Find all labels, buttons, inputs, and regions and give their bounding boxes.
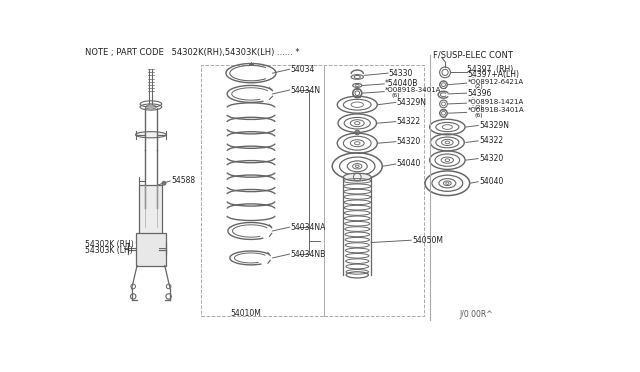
Text: 54329N: 54329N: [397, 98, 426, 107]
Text: 54040: 54040: [397, 160, 421, 169]
Text: 54322: 54322: [479, 137, 503, 145]
Text: 54034N: 54034N: [291, 86, 321, 94]
Text: *Ô08918-1421A: *Ô08918-1421A: [467, 98, 524, 105]
Text: F/SUSP-ELEC CONT: F/SUSP-ELEC CONT: [433, 51, 513, 60]
Text: *Ô08912-6421A: *Ô08912-6421A: [467, 78, 524, 85]
Circle shape: [162, 181, 166, 185]
Text: 54588: 54588: [171, 176, 195, 185]
Circle shape: [355, 130, 360, 135]
Text: 54302K (RH): 54302K (RH): [84, 240, 133, 249]
Text: NOTE ; PART CODE   54302K(RH),54303K(LH) ...... *: NOTE ; PART CODE 54302K(RH),54303K(LH) .…: [84, 48, 300, 57]
Ellipse shape: [344, 173, 371, 181]
Text: 54303K (LH): 54303K (LH): [84, 247, 132, 256]
Text: 54397  (RH): 54397 (RH): [467, 65, 514, 74]
Bar: [201, 65, 324, 316]
Ellipse shape: [136, 132, 166, 138]
Bar: [324, 65, 424, 316]
Text: 54320: 54320: [479, 154, 503, 163]
Text: 54397+A(LH): 54397+A(LH): [467, 70, 520, 79]
Text: *Ô0891B-3401A: *Ô0891B-3401A: [467, 107, 524, 113]
Text: 54034NA: 54034NA: [291, 222, 326, 232]
Text: 54396: 54396: [467, 89, 492, 97]
Text: *Ô08918-3401A: *Ô08918-3401A: [385, 87, 442, 93]
Text: 54050M: 54050M: [412, 236, 443, 245]
Text: 54320: 54320: [397, 137, 420, 146]
Text: (2): (2): [474, 84, 483, 90]
Text: 54330: 54330: [389, 68, 413, 78]
Bar: [136, 233, 166, 266]
Text: (2): (2): [474, 105, 483, 109]
Text: (6): (6): [391, 93, 400, 98]
Text: 54329N: 54329N: [479, 121, 509, 130]
Text: 54040: 54040: [479, 177, 503, 186]
Text: *54040B: *54040B: [385, 79, 419, 89]
Text: 54034NB: 54034NB: [291, 250, 326, 259]
Text: 54010M: 54010M: [230, 309, 261, 318]
Text: 54034: 54034: [291, 65, 315, 74]
Text: 54322: 54322: [397, 117, 420, 126]
Text: (6): (6): [474, 113, 483, 118]
Text: J/0 00R^: J/0 00R^: [459, 310, 493, 319]
Bar: [140, 185, 163, 235]
